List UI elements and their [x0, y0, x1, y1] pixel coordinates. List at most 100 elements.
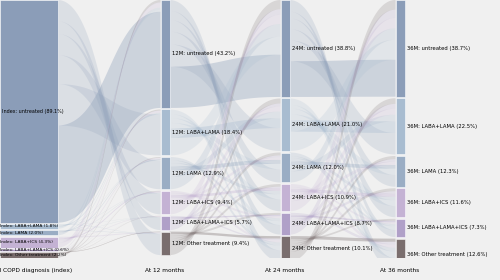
Polygon shape	[290, 40, 396, 155]
Text: At 36 months: At 36 months	[380, 268, 420, 273]
Polygon shape	[290, 158, 396, 200]
Polygon shape	[58, 192, 160, 239]
Bar	[396, 0, 404, 97]
Polygon shape	[58, 34, 160, 214]
Polygon shape	[290, 187, 396, 224]
Polygon shape	[170, 123, 280, 169]
Polygon shape	[170, 187, 280, 220]
Polygon shape	[58, 55, 160, 189]
Bar	[280, 184, 289, 211]
Text: Index: Other treatment (2.2%): Index: Other treatment (2.2%)	[0, 253, 67, 257]
Polygon shape	[290, 10, 396, 235]
Polygon shape	[58, 157, 160, 254]
Bar	[396, 0, 404, 97]
Bar	[280, 99, 289, 151]
Bar	[280, 0, 289, 97]
Bar	[160, 232, 170, 255]
Polygon shape	[290, 162, 396, 195]
Text: 36M: LAMA (12.3%): 36M: LAMA (12.3%)	[407, 169, 459, 174]
Polygon shape	[290, 159, 396, 222]
Polygon shape	[170, 184, 280, 239]
Polygon shape	[58, 217, 160, 225]
Text: Initial COPD diagnosis (index): Initial COPD diagnosis (index)	[0, 268, 72, 273]
Text: 36M: untreated (38.7%): 36M: untreated (38.7%)	[407, 46, 470, 51]
Bar	[396, 188, 404, 217]
Text: 24M: LABA+LAMA+ICS (8.7%): 24M: LABA+LAMA+ICS (8.7%)	[292, 221, 372, 226]
Polygon shape	[58, 0, 160, 258]
Bar	[396, 219, 404, 237]
Polygon shape	[170, 0, 280, 255]
Polygon shape	[58, 2, 160, 251]
Polygon shape	[290, 29, 396, 187]
Polygon shape	[170, 111, 280, 177]
Polygon shape	[58, 192, 160, 232]
Polygon shape	[58, 232, 160, 238]
Polygon shape	[58, 10, 160, 229]
Polygon shape	[170, 104, 280, 225]
Bar	[0, 237, 58, 248]
Bar	[396, 98, 404, 155]
Polygon shape	[290, 215, 396, 222]
Text: Index: LABA+ICS (4.3%): Index: LABA+ICS (4.3%)	[0, 240, 54, 244]
Polygon shape	[290, 191, 396, 219]
Polygon shape	[58, 232, 160, 253]
Polygon shape	[170, 157, 280, 246]
Bar	[160, 157, 170, 189]
Bar	[0, 0, 58, 223]
Text: At 24 months: At 24 months	[266, 268, 304, 273]
Polygon shape	[170, 0, 280, 261]
Polygon shape	[290, 120, 396, 133]
Polygon shape	[290, 18, 396, 211]
Bar	[160, 0, 170, 108]
Polygon shape	[170, 20, 280, 211]
Polygon shape	[170, 215, 280, 218]
Polygon shape	[170, 55, 280, 108]
Polygon shape	[290, 184, 396, 248]
Polygon shape	[58, 21, 160, 230]
Bar	[396, 156, 404, 187]
Polygon shape	[170, 153, 280, 241]
Bar	[0, 249, 58, 251]
Text: 12M: LABA+LAMA+ICS (5.7%): 12M: LABA+LAMA+ICS (5.7%)	[172, 220, 252, 225]
Polygon shape	[170, 114, 280, 225]
Bar	[0, 249, 58, 251]
Bar	[396, 239, 404, 270]
Bar	[280, 213, 289, 235]
Polygon shape	[58, 217, 160, 231]
Polygon shape	[58, 0, 160, 255]
Text: 36M: LABA+LAMA+ICS (7.3%): 36M: LABA+LAMA+ICS (7.3%)	[407, 225, 486, 230]
Polygon shape	[290, 108, 396, 206]
Bar	[160, 216, 170, 230]
Polygon shape	[290, 0, 396, 270]
Polygon shape	[290, 99, 396, 258]
Polygon shape	[290, 156, 396, 247]
Polygon shape	[290, 12, 396, 237]
Polygon shape	[170, 44, 280, 151]
Bar	[160, 109, 170, 155]
Polygon shape	[170, 32, 280, 183]
Bar	[160, 216, 170, 230]
Text: 12M: LABA+LAMA (18.4%): 12M: LABA+LAMA (18.4%)	[172, 130, 242, 135]
Polygon shape	[58, 109, 160, 255]
Bar	[280, 213, 289, 235]
Polygon shape	[170, 191, 280, 242]
Polygon shape	[170, 216, 280, 240]
Polygon shape	[290, 98, 396, 252]
Polygon shape	[58, 216, 160, 249]
Bar	[0, 237, 58, 248]
Polygon shape	[170, 160, 280, 170]
Polygon shape	[290, 18, 396, 217]
Bar	[0, 224, 58, 229]
Text: 12M: LAMA (12.9%): 12M: LAMA (12.9%)	[172, 171, 224, 176]
Bar	[280, 184, 289, 211]
Polygon shape	[58, 158, 160, 250]
Polygon shape	[290, 28, 396, 183]
Bar	[0, 230, 58, 235]
Polygon shape	[290, 60, 396, 97]
Polygon shape	[170, 15, 280, 214]
Polygon shape	[58, 8, 160, 235]
Bar	[160, 191, 170, 214]
Polygon shape	[58, 230, 160, 234]
Polygon shape	[170, 9, 280, 230]
Bar	[396, 239, 404, 270]
